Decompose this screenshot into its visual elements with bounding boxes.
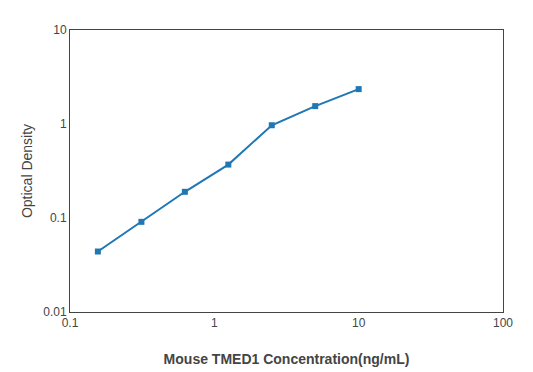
svg-text:10: 10 [53,23,67,37]
svg-text:0.1: 0.1 [62,316,79,330]
svg-text:0.1: 0.1 [50,211,67,225]
svg-text:1: 1 [60,117,67,131]
svg-text:Mouse TMED1 Concentration(ng/m: Mouse TMED1 Concentration(ng/mL) [164,351,410,367]
svg-text:1: 1 [211,316,218,330]
svg-text:10: 10 [352,316,366,330]
svg-text:100: 100 [493,316,513,330]
svg-text:0.01: 0.01 [43,305,67,319]
svg-text:Optical Density: Optical Density [19,124,35,218]
